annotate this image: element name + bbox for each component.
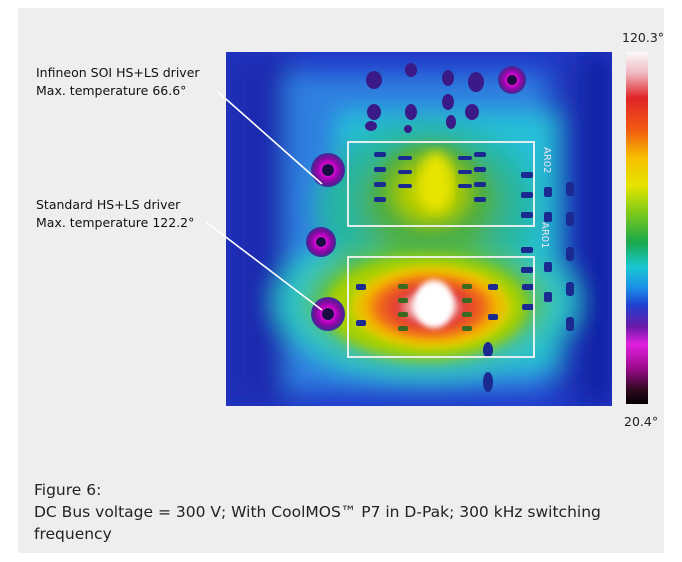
annotation-standard-temp: Max. temperature 122.2° (36, 215, 195, 230)
temperature-color-scale (626, 52, 648, 404)
annotation-standard-title: Standard HS+LS driver (36, 197, 181, 212)
scale-max-label: 120.3° (622, 30, 665, 45)
figure-caption: Figure 6: DC Bus voltage = 300 V; With C… (34, 479, 664, 545)
annotation-soi-temp: Max. temperature 66.6° (36, 83, 187, 98)
caption-figure-number: Figure 6: (34, 481, 102, 499)
annotation-soi-title: Infineon SOI HS+LS driver (36, 65, 200, 80)
box-label-ar01: AR01 (539, 222, 550, 249)
caption-text: DC Bus voltage = 300 V; With CoolMOS™ P7… (34, 503, 601, 543)
thermal-image: AR02 AR01 (226, 52, 612, 406)
box-label-ar02: AR02 (541, 147, 552, 174)
annotation-standard-driver: Standard HS+LS driver Max. temperature 1… (36, 196, 194, 232)
annotation-soi-driver: Infineon SOI HS+LS driver Max. temperatu… (36, 64, 200, 100)
scale-min-label: 20.4° (624, 414, 659, 429)
